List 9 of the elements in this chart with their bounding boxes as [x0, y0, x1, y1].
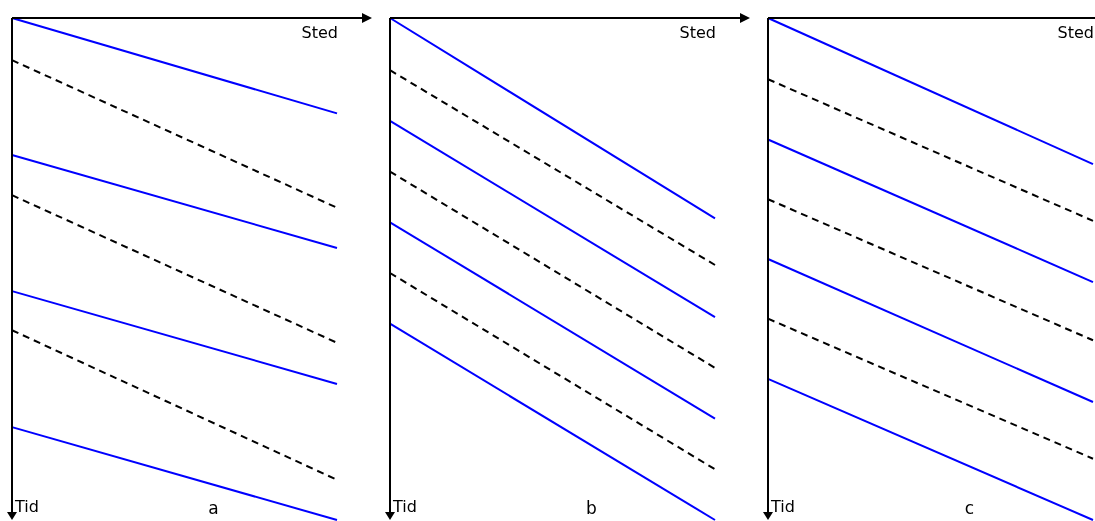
- x-axis-title: Sted: [301, 23, 338, 42]
- x-axis-title: Sted: [1057, 23, 1094, 42]
- text: b: [586, 498, 597, 518]
- x-axis-title: Sted: [679, 23, 716, 42]
- text: c: [964, 498, 975, 518]
- y-axis-title: Tid: [392, 497, 417, 516]
- text: a: [208, 498, 219, 518]
- y-axis-title: Tid: [14, 497, 39, 516]
- y-axis-title: Tid: [770, 497, 795, 516]
